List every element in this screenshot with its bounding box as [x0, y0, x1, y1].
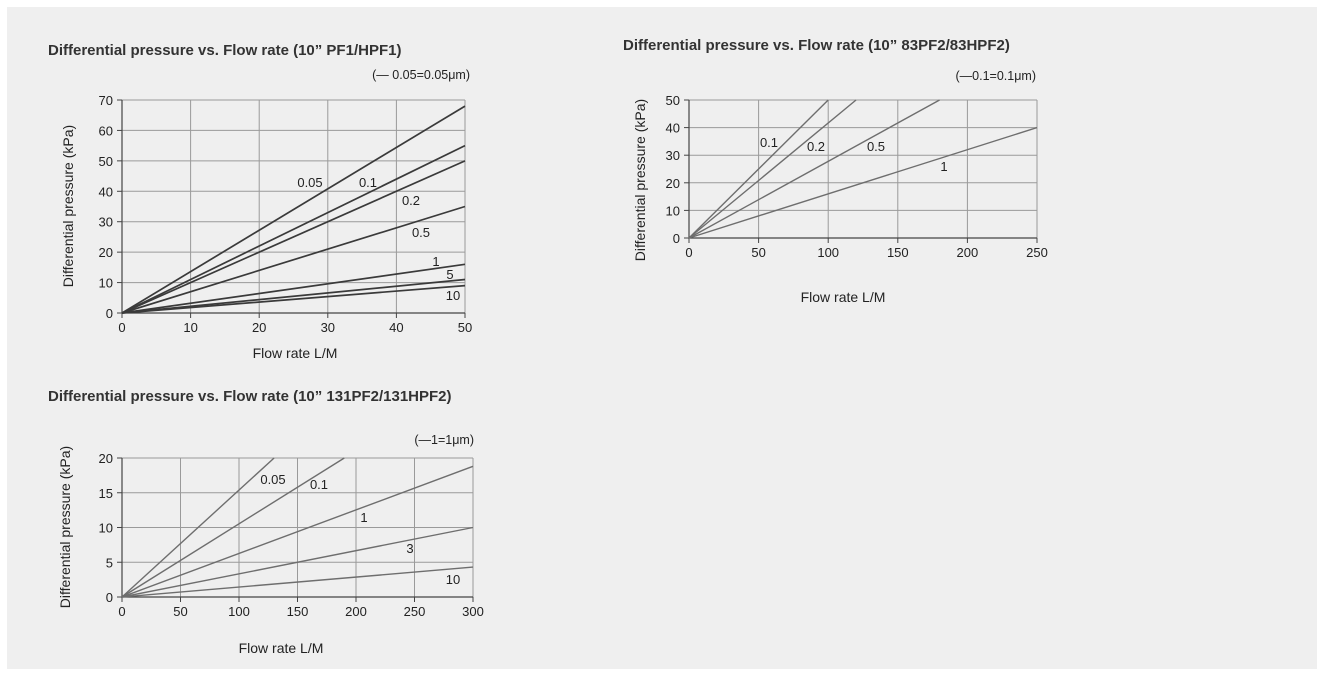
series-line-0.1	[688, 99, 829, 239]
series-line-3	[121, 526, 474, 598]
series-line-1	[688, 126, 1038, 239]
y-axis-label: Differential pressure (kPa)	[60, 125, 76, 287]
series-label-10: 10	[446, 288, 460, 303]
x-tick-label: 50	[173, 604, 187, 619]
chart-note: (—1=1μm)	[414, 433, 474, 447]
y-axis-label: Differential pressure (kPa)	[57, 446, 73, 608]
x-tick-label: 150	[887, 245, 909, 260]
series-label-0.2: 0.2	[402, 193, 420, 208]
y-tick-label: 0	[106, 306, 113, 321]
series-line-5	[121, 278, 466, 314]
x-tick-label: 50	[458, 320, 472, 335]
x-tick-label: 0	[118, 604, 125, 619]
x-axis-label: Flow rate L/M	[801, 289, 886, 305]
x-tick-label: 30	[321, 320, 335, 335]
y-tick-label: 30	[99, 215, 113, 230]
y-tick-label: 40	[666, 121, 680, 136]
x-tick-label: 300	[462, 604, 484, 619]
series-label-0.1: 0.1	[359, 175, 377, 190]
chart-title: Differential pressure vs. Flow rate (10”…	[48, 388, 452, 405]
y-tick-label: 20	[666, 176, 680, 191]
y-axis-label: Differential pressure (kPa)	[632, 99, 648, 261]
series-line-1	[121, 263, 466, 314]
y-tick-label: 10	[99, 521, 113, 536]
series-label-0.05: 0.05	[297, 175, 322, 190]
x-tick-label: 0	[685, 245, 692, 260]
series-label-1: 1	[360, 510, 367, 525]
x-tick-label: 100	[228, 604, 250, 619]
chart-title: Differential pressure vs. Flow rate (10”…	[48, 42, 401, 59]
chart-note: (— 0.05=0.05μm)	[372, 68, 470, 82]
series-line-0.1	[121, 457, 345, 598]
y-tick-label: 30	[666, 148, 680, 163]
series-label-0.1: 0.1	[760, 135, 778, 150]
series-label-0.1: 0.1	[310, 477, 328, 492]
y-tick-label: 20	[99, 451, 113, 466]
series-line-0.2	[688, 99, 857, 239]
series-line-0.2	[121, 160, 466, 314]
series-line-0.5	[688, 99, 940, 239]
series-label-0.2: 0.2	[807, 139, 825, 154]
y-tick-label: 50	[666, 93, 680, 108]
x-tick-label: 100	[817, 245, 839, 260]
y-tick-label: 0	[673, 231, 680, 246]
series-line-10	[121, 284, 466, 314]
series-line-0.1	[121, 144, 466, 314]
series-line-10	[121, 566, 474, 598]
series-label-0.5: 0.5	[412, 225, 430, 240]
x-axis-label: Flow rate L/M	[239, 640, 324, 656]
chart-pf1: Differential pressure vs. Flow rate (10”…	[48, 42, 472, 361]
x-tick-label: 200	[345, 604, 367, 619]
chart-83pf2: Differential pressure vs. Flow rate (10”…	[623, 37, 1048, 305]
chart-131pf2: Differential pressure vs. Flow rate (10”…	[48, 388, 484, 656]
y-tick-label: 50	[99, 154, 113, 169]
series-label-5: 5	[446, 267, 453, 282]
x-tick-label: 20	[252, 320, 266, 335]
series-label-10: 10	[446, 572, 460, 587]
x-tick-label: 200	[957, 245, 979, 260]
series-line-0.5	[121, 205, 466, 314]
series-line-1	[121, 465, 474, 598]
y-tick-label: 20	[99, 245, 113, 260]
x-tick-label: 250	[404, 604, 426, 619]
series-line-0.05	[121, 457, 275, 598]
series-label-0.05: 0.05	[260, 472, 285, 487]
series-label-0.5: 0.5	[867, 139, 885, 154]
y-tick-label: 5	[106, 555, 113, 570]
x-tick-label: 0	[118, 320, 125, 335]
x-tick-label: 150	[287, 604, 309, 619]
x-tick-label: 50	[751, 245, 765, 260]
chart-title: Differential pressure vs. Flow rate (10”…	[623, 37, 1010, 54]
y-tick-label: 10	[99, 276, 113, 291]
series-label-1: 1	[940, 159, 947, 174]
y-tick-label: 40	[99, 184, 113, 199]
x-tick-label: 40	[389, 320, 403, 335]
series-label-1: 1	[432, 254, 439, 269]
series-line-0.05	[121, 105, 466, 314]
y-tick-label: 10	[666, 203, 680, 218]
y-tick-label: 70	[99, 93, 113, 108]
x-tick-label: 10	[183, 320, 197, 335]
y-tick-label: 15	[99, 486, 113, 501]
x-tick-label: 250	[1026, 245, 1048, 260]
x-axis-label: Flow rate L/M	[253, 345, 338, 361]
y-tick-label: 60	[99, 123, 113, 138]
chart-note: (—0.1=0.1μm)	[956, 69, 1037, 83]
series-label-3: 3	[406, 541, 413, 556]
y-tick-label: 0	[106, 590, 113, 605]
